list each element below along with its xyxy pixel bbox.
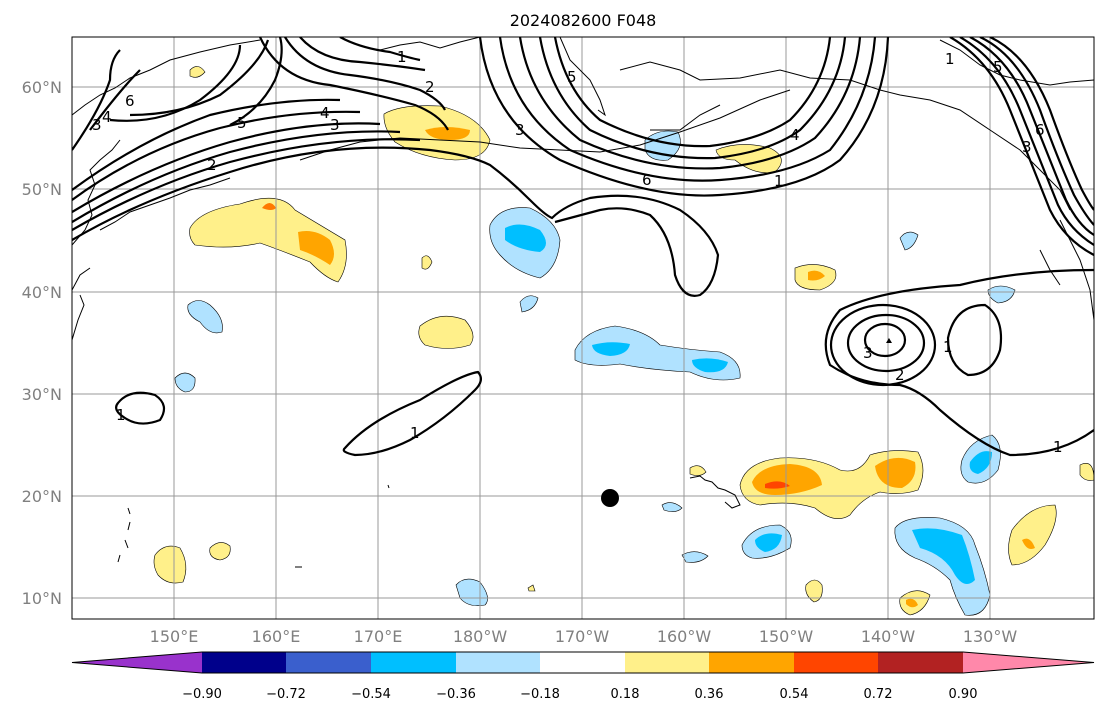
lon-label: 130°W: [963, 627, 1018, 646]
contour-label: 5: [993, 58, 1003, 76]
lon-label: 150°E: [150, 627, 199, 646]
contour-label: 1: [945, 50, 955, 68]
lat-label: 30°N: [22, 385, 62, 404]
colorbar-outline: [71, 651, 1095, 674]
lon-label: 160°E: [252, 627, 301, 646]
colorbar-tick: 0.54: [780, 687, 809, 702]
contour-label: 6: [125, 92, 135, 110]
contour-label: 4: [790, 126, 800, 144]
colorbar-extend-high: [963, 652, 1094, 673]
colorbar-tick: −0.90: [182, 687, 222, 702]
contour-label: 5: [237, 114, 247, 132]
colorbar-tick-labels: −0.90 −0.72 −0.54 −0.36 −0.18 0.18 0.36 …: [182, 687, 977, 702]
graticule: [72, 37, 1094, 619]
contour-label: 1: [116, 406, 126, 424]
colorbar-segment: [456, 652, 540, 673]
lat-label: 50°N: [22, 180, 62, 199]
contour-lines: [72, 37, 1094, 457]
colorbar-tick: −0.36: [436, 687, 476, 702]
latitude-labels: 60°N 50°N 40°N 30°N 20°N 10°N: [22, 78, 62, 608]
contour-label: 3: [92, 116, 102, 134]
lat-label: 20°N: [22, 487, 62, 506]
lat-label: 40°N: [22, 283, 62, 302]
contour-label: 5: [567, 68, 577, 86]
colorbar-tick: 0.36: [695, 687, 724, 702]
contour-label: 3: [515, 121, 525, 139]
contour-label: 6: [642, 171, 652, 189]
colorbar-segment: [202, 652, 286, 673]
lon-label: 140°W: [861, 627, 916, 646]
colorbar: [71, 651, 1095, 674]
contour-label: 1: [397, 48, 407, 66]
colorbar-tick: 0.72: [864, 687, 893, 702]
contour-label: 1: [774, 172, 784, 190]
colorbar-tick: 0.18: [611, 687, 640, 702]
map-frame: [71, 36, 1095, 620]
colorbar-tick: −0.18: [520, 687, 560, 702]
lon-label: 170°E: [354, 627, 403, 646]
contour-label: 4: [320, 104, 330, 122]
contour-label: 3: [863, 344, 873, 362]
contour-label: 2: [895, 366, 905, 384]
colorbar-segment: [286, 652, 371, 673]
colorbar-segment: [794, 652, 878, 673]
contour-label: 3: [1022, 138, 1032, 156]
storm-center-dot: [601, 489, 619, 507]
lon-label: 180°W: [453, 627, 508, 646]
colorbar-segment: [878, 652, 963, 673]
colorbar-segment: [709, 652, 794, 673]
colorbar-segment: [625, 652, 709, 673]
lat-label: 10°N: [22, 589, 62, 608]
contour-label: 4: [102, 108, 112, 126]
lon-label: 150°W: [759, 627, 814, 646]
contour-label: 1: [1053, 438, 1063, 456]
longitude-labels: 150°E 160°E 170°E 180°W 170°W 160°W 150°…: [150, 627, 1018, 646]
colorbar-segment: [371, 652, 456, 673]
colorbar-tick: −0.54: [351, 687, 391, 702]
contour-label: 3: [330, 116, 340, 134]
lat-label: 60°N: [22, 78, 62, 97]
contour-label: 1: [410, 424, 420, 442]
map-title: 2024082600 F048: [510, 11, 657, 30]
contour-label: 6: [1035, 121, 1045, 139]
map-area: 1 2 3 4 5 6 3 2 5 6 3 4 4 1 1 5 6 3 3 2 …: [72, 37, 1094, 619]
lon-label: 160°W: [657, 627, 712, 646]
colorbar-segment: [540, 652, 625, 673]
contour-label: 2: [207, 156, 217, 174]
contour-label: 2: [425, 78, 435, 96]
lon-label: 170°W: [555, 627, 610, 646]
colorbar-tick: 0.90: [949, 687, 978, 702]
contour-label-group: 1 2 3 4 5 6 3 2 5 6 3 4 4 1 1 5 6 3 3 2 …: [92, 48, 1063, 456]
colorbar-tick: −0.72: [266, 687, 306, 702]
colorbar-extend-low: [72, 652, 202, 673]
contour-label: 1: [943, 338, 953, 356]
